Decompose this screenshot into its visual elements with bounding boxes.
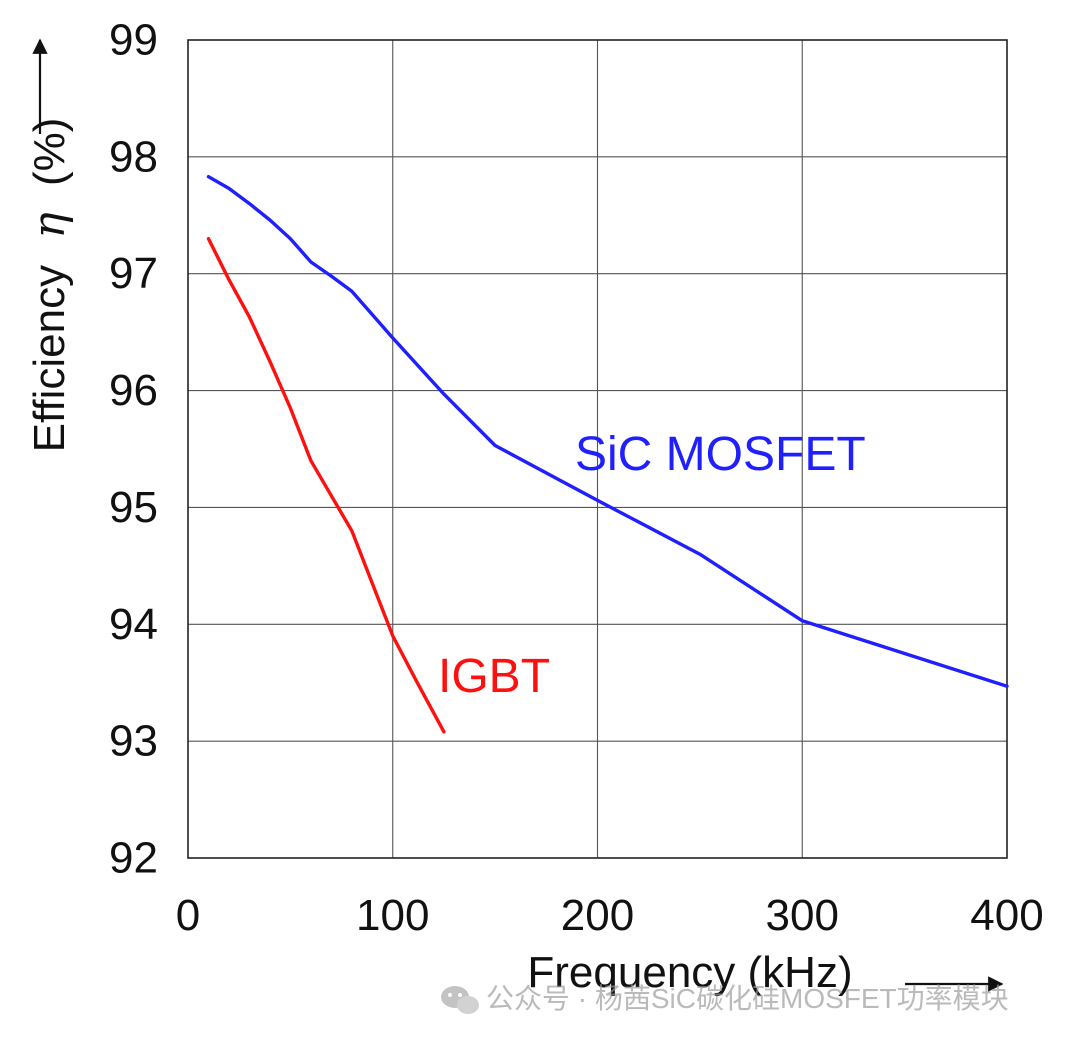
watermark-text: 公众号 · 杨茜SiC碳化硅MOSFET功率模块	[486, 983, 1009, 1014]
y-tick-label-96: 96	[109, 366, 158, 415]
y-axis-unit: (%)	[25, 118, 74, 186]
y-tick-label-99: 99	[109, 16, 158, 65]
x-tick-label-0: 0	[176, 891, 200, 940]
wechat-icon	[441, 986, 479, 1014]
series-lines	[206, 174, 1009, 734]
x-tick-labels: 0 100 200 300 400	[176, 891, 1044, 940]
x-tick-label-100: 100	[356, 891, 429, 940]
y-axis-title: Efficiency	[25, 265, 74, 453]
series-line-igbt	[206, 236, 446, 734]
y-tick-label-98: 98	[109, 132, 158, 181]
x-axis-title: Frequency (kHz)	[527, 948, 852, 997]
y-axis-symbol: η	[24, 212, 75, 238]
y-tick-label-93: 93	[109, 717, 158, 766]
series-label-igbt: IGBT	[438, 650, 550, 703]
svg-text:Efficiency η (%): Efficiency η (%)	[24, 118, 75, 453]
y-tick-labels: 92 93 94 95 96 97 98 99	[109, 16, 158, 883]
watermark: 公众号 · 杨茜SiC碳化硅MOSFET功率模块	[441, 983, 1009, 1014]
series-label-sic-mosfet: SiC MOSFET	[575, 428, 866, 481]
x-tick-label-200: 200	[561, 891, 634, 940]
y-tick-label-94: 94	[109, 600, 158, 649]
series-line-sic-mosfet	[206, 174, 1009, 688]
y-tick-label-92: 92	[109, 834, 158, 883]
x-tick-label-400: 400	[970, 891, 1043, 940]
x-tick-label-300: 300	[766, 891, 839, 940]
gridlines	[188, 40, 1007, 858]
y-axis-title-group: Efficiency η (%)	[24, 118, 75, 453]
plot-frame	[187, 39, 1008, 859]
y-tick-label-95: 95	[109, 483, 158, 532]
y-tick-label-97: 97	[109, 249, 158, 298]
